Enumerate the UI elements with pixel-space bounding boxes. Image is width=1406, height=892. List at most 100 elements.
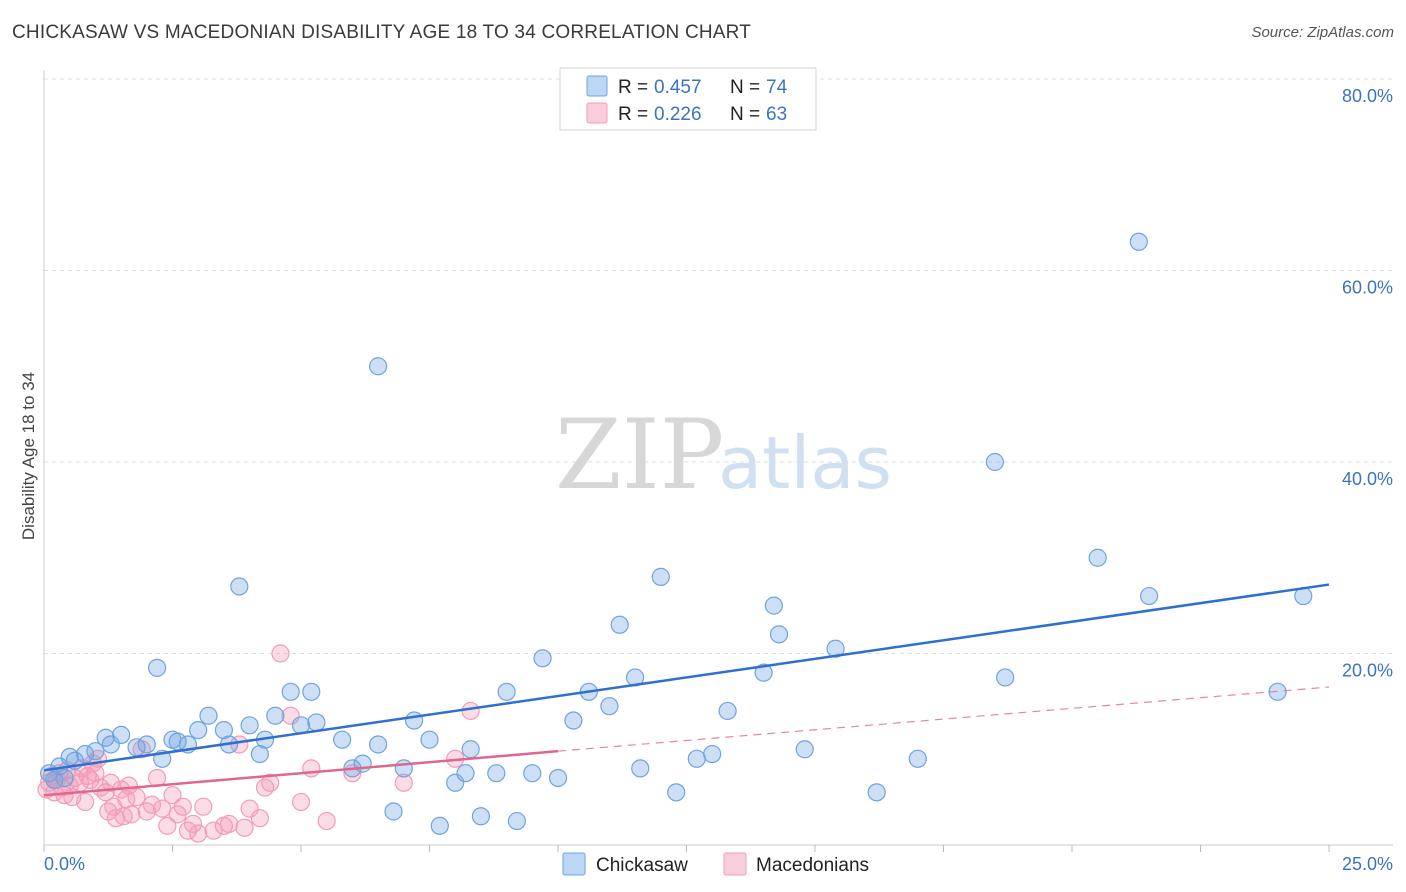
data-point: [384, 802, 403, 821]
data-point: [163, 786, 182, 805]
data-point: [795, 740, 814, 759]
data-point: [610, 615, 629, 634]
data-point: [1129, 232, 1148, 251]
data-point: [826, 639, 845, 658]
data-point: [55, 768, 74, 788]
data-point: [158, 816, 177, 835]
data-point: [471, 807, 490, 826]
data-point: [86, 742, 105, 761]
source-label: Source: ZipAtlas.com: [1251, 24, 1394, 41]
data-point: [461, 701, 480, 721]
data-point: [333, 730, 352, 749]
legend-n-label: N =: [730, 77, 760, 98]
grid-lines: [44, 78, 1393, 654]
data-point: [142, 795, 162, 814]
y-tick-label: 20.0%: [1342, 661, 1393, 681]
legend-n-label: N =: [730, 104, 760, 125]
data-point: [548, 768, 568, 788]
data-point: [1139, 586, 1159, 606]
legend-r-value: 0.457: [654, 77, 702, 98]
data-point: [147, 658, 167, 677]
chart-title: CHICKASAW VS MACEDONIAN DISABILITY AGE 1…: [12, 22, 752, 43]
data-point: [230, 577, 249, 596]
data-point: [430, 816, 449, 835]
data-point: [420, 730, 439, 749]
legend-n-value: 63: [766, 104, 787, 125]
bottom-legend: Chickasaw Macedonians: [562, 852, 869, 876]
data-point: [487, 764, 506, 783]
data-point: [523, 764, 542, 783]
data-point: [76, 792, 95, 812]
axes: [43, 70, 1393, 852]
bottom-legend-swatch-chickasaw: [562, 852, 586, 876]
data-point: [456, 764, 475, 783]
trend-lines: [43, 583, 1330, 797]
data-point: [183, 814, 203, 834]
series-macedonians: [37, 644, 480, 843]
trend-line-macedonians: [43, 749, 559, 797]
data-point: [302, 682, 321, 701]
data-point: [199, 706, 218, 725]
data-point: [281, 682, 300, 701]
data-point: [96, 783, 115, 802]
data-point: [369, 735, 388, 754]
y-tick-label: 60.0%: [1342, 278, 1393, 298]
data-point: [250, 744, 269, 764]
data-point: [507, 811, 526, 831]
data-point: [667, 783, 686, 802]
data-point: [317, 811, 336, 831]
data-point: [76, 744, 95, 764]
data-point: [240, 716, 259, 735]
data-point: [137, 735, 156, 754]
x-tick-label: 0.0%: [44, 854, 85, 874]
y-axis-label: Disability Age 18 to 34: [19, 372, 38, 540]
data-point: [394, 773, 413, 792]
data-point: [1268, 682, 1287, 701]
data-point: [189, 824, 208, 843]
data-point: [651, 567, 670, 587]
data-point: [754, 663, 773, 682]
data-point: [266, 706, 285, 725]
data-point: [985, 452, 1005, 472]
bottom-legend-swatch-macedonians: [723, 852, 747, 876]
legend-swatch-chickasaw: [586, 75, 608, 97]
data-point: [111, 725, 131, 744]
legend: R = 0.457 N = 74 R = 0.226 N = 63: [559, 67, 817, 131]
legend-r-label: R =: [618, 104, 648, 125]
data-point: [1088, 548, 1107, 567]
trend-line-macedonians-extended: [557, 686, 1330, 752]
data-point: [497, 682, 516, 701]
data-point: [86, 764, 105, 783]
data-point: [214, 720, 233, 740]
data-point: [173, 797, 192, 816]
data-point: [703, 744, 722, 764]
y-tick-label: 40.0%: [1342, 469, 1393, 489]
bottom-legend-label-macedonians: Macedonians: [756, 855, 869, 876]
bottom-legend-label-chickasaw: Chickasaw: [596, 855, 688, 876]
legend-swatch-macedonians: [586, 102, 608, 124]
data-point: [235, 818, 254, 837]
trend-line-chickasaw: [43, 583, 1330, 772]
data-point: [718, 701, 737, 721]
legend-r-value: 0.226: [654, 104, 702, 125]
data-point: [307, 713, 326, 732]
data-point: [533, 649, 552, 668]
data-point: [404, 711, 424, 730]
data-point: [600, 697, 619, 716]
data-point: [291, 792, 311, 812]
x-tick-labels: 0.0% 25.0%: [44, 854, 1393, 874]
data-point: [194, 797, 213, 816]
data-point: [219, 814, 239, 834]
legend-r-label: R =: [618, 77, 648, 98]
data-point: [769, 625, 789, 644]
data-point: [302, 759, 321, 778]
data-point: [867, 783, 886, 802]
data-point: [687, 749, 706, 768]
data-point: [250, 809, 269, 828]
data-point: [764, 596, 783, 615]
data-point: [564, 711, 583, 730]
data-point: [271, 644, 290, 663]
y-tick-label: 80.0%: [1342, 86, 1393, 106]
data-point: [631, 759, 650, 778]
